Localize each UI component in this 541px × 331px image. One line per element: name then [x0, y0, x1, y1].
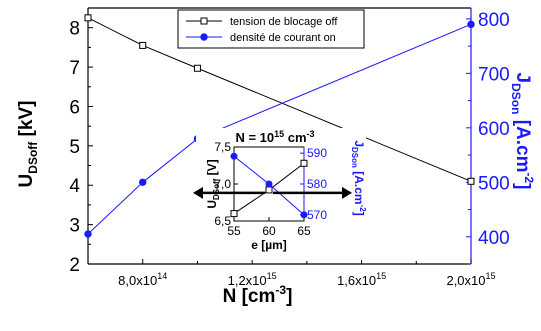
inset-x-tick-label: 55	[227, 224, 241, 238]
x-tick-label: 1,6x1015	[337, 271, 386, 288]
y2-tick-label: 400	[478, 228, 510, 249]
y-tick-label: 2	[69, 255, 80, 276]
y-tick-label: 4	[69, 176, 80, 197]
y-tick-label: 7	[69, 58, 80, 79]
inset-y2-tick-label: 580	[307, 177, 327, 191]
inset-arrow-right-head	[342, 186, 352, 199]
x-tick-label: 8,0x1014	[118, 271, 167, 288]
legend-box	[177, 9, 365, 49]
y2-tick-label: 500	[478, 173, 510, 194]
inset-series-1-point	[300, 159, 308, 167]
legend-marker	[200, 17, 208, 25]
legend-label: densité de courant on	[230, 32, 336, 44]
inset-y2-tick-label: 570	[307, 208, 327, 222]
series-1-point	[193, 64, 201, 72]
y2-tick-label: 800	[478, 10, 510, 31]
inset-y-axis-label: UDSoff [V]	[205, 159, 221, 208]
inset-x-tick-label: 60	[262, 224, 276, 238]
inset-series-2-point	[265, 180, 273, 188]
series-2-point	[467, 20, 475, 29]
inset-y2-axis-label: JDSon [A.cm-2]	[350, 140, 367, 215]
x-axis-label: N [cm-3]	[223, 283, 293, 307]
legend-label: tension de blocage off	[230, 16, 338, 28]
series-line-2	[87, 23, 472, 235]
inset-x-tick-label: 65	[297, 224, 311, 238]
inset-arrow-left-head	[193, 186, 203, 199]
inset-series-1-point	[230, 210, 238, 218]
series-1-point	[84, 14, 92, 22]
series-1-point	[467, 177, 475, 185]
y-tick-label: 3	[69, 216, 80, 237]
y-axis-label: UDSoff [kV]	[16, 101, 40, 188]
y-tick-label: 5	[69, 137, 80, 158]
y2-tick-label: 700	[478, 64, 510, 85]
y-tick-label: 8	[69, 19, 80, 40]
inset-y-tick-label: 7,5	[214, 140, 231, 154]
x-tick-label: 1,2x1015	[228, 271, 277, 288]
x-tick-label: 2,0x1015	[446, 271, 495, 288]
series-2-point	[84, 230, 92, 238]
inset-y-tick-label: 7,0	[214, 177, 231, 191]
inset-y-tick-label: 6,5	[214, 214, 231, 228]
inset-x-axis-label: e [µm]	[251, 238, 287, 252]
inset-series-1-point	[265, 186, 273, 194]
y2-tick-label: 600	[478, 119, 510, 140]
series-2-point	[139, 178, 147, 186]
legend-marker	[200, 33, 208, 41]
inset-title: N = 1015 cm-3	[235, 129, 314, 145]
inset-y2-tick-label: 590	[307, 146, 327, 160]
series-line-1	[87, 17, 472, 182]
inset-series-2-point	[300, 211, 308, 219]
series-1-point	[139, 41, 147, 49]
inset-series-2-point	[230, 152, 238, 160]
y-tick-label: 6	[69, 97, 80, 118]
y2-axis-label: JDSon [A.cm-2]	[509, 73, 536, 190]
